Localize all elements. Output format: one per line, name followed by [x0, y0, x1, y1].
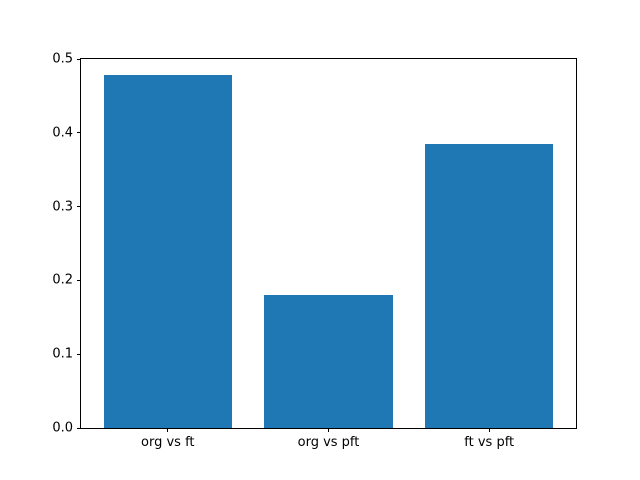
y-tick-label: 0.1	[52, 346, 73, 362]
x-tick-label: org vs pft	[297, 435, 360, 450]
bar-ft-vs-pft	[424, 143, 554, 428]
x-tick-label: org vs ft	[141, 435, 195, 450]
bar-org-vs-ft	[103, 75, 233, 428]
y-tick-label: 0.2	[52, 272, 73, 288]
y-tick-mark	[77, 132, 81, 134]
plot-area: 0.0 0.1 0.2 0.3 0.4 0.5 org vs ft org vs pft ft …	[52, 53, 577, 449]
y-tick-label: 0.3	[52, 199, 73, 215]
y-tick-mark	[77, 279, 81, 281]
x-tick-mark	[488, 428, 490, 432]
x-tick-mark	[167, 428, 169, 432]
y-tick-label: 0.4	[52, 125, 73, 141]
y-tick-label: 0.5	[52, 51, 73, 67]
y-tick-label: 0.0	[52, 420, 73, 436]
y-tick-mark	[77, 353, 81, 355]
x-tick-mark	[328, 428, 329, 432]
y-tick-mark	[77, 206, 81, 208]
x-tick-label: ft vs pft	[464, 435, 515, 450]
bar-org-vs-pft	[264, 295, 393, 428]
y-tick-mark	[77, 58, 81, 60]
y-tick-mark	[77, 427, 81, 429]
